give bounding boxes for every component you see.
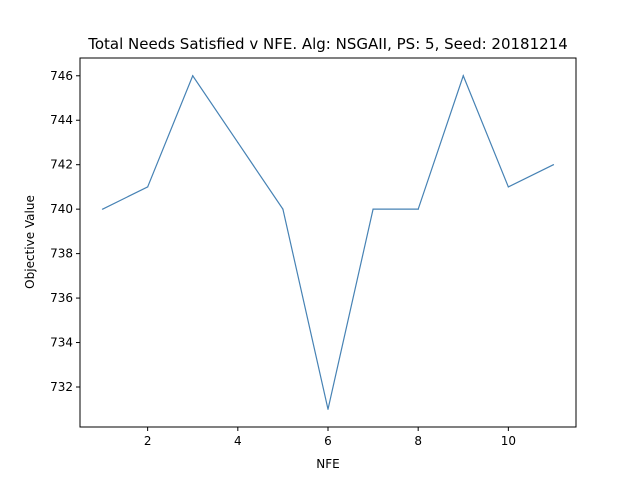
data-point [507,186,509,188]
data-point [147,186,149,188]
series-layer [101,74,555,410]
data-point [192,75,194,77]
x-tick-label: 6 [324,434,332,448]
x-tick-label: 8 [414,434,422,448]
x-tick-label: 2 [144,434,152,448]
x-tick-label: 10 [501,434,516,448]
data-point [237,141,239,144]
plot-area: 2 4 6 8 10 732 734 736 738 740 742 744 746 [50,57,577,448]
series-line [102,74,554,410]
data-point [101,208,104,210]
y-tick-label: 744 [50,113,73,127]
axes-frame [79,57,577,428]
y-tick-label: 738 [50,247,73,261]
data-point [282,208,284,210]
y-axis: 732 734 736 738 740 742 744 746 [50,69,80,394]
y-tick-label: 736 [50,291,73,305]
y-tick-label: 732 [50,380,73,394]
y-tick-label: 734 [50,336,73,350]
y-tick-label: 740 [50,202,73,216]
x-axis-label: NFE [316,457,339,471]
y-axis-label: Objective Value [23,195,37,289]
data-point [327,408,329,410]
data-point [462,75,464,77]
data-point [552,164,555,166]
x-tick-label: 4 [234,434,242,448]
y-tick-label: 742 [50,158,73,172]
x-axis: 2 4 6 8 10 [144,427,516,448]
chart-title: Total Needs Satisfied v NFE. Alg: NSGAII… [87,35,568,53]
data-point [372,208,374,210]
y-tick-label: 746 [50,69,73,83]
data-point [417,208,419,210]
